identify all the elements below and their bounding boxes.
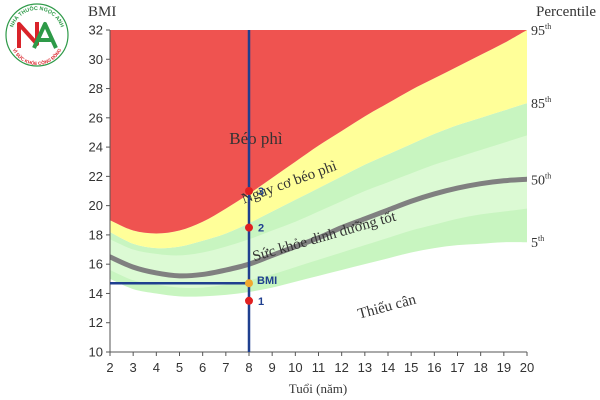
y-tick-label: 16 — [89, 257, 103, 272]
y-tick-label: 20 — [89, 198, 103, 213]
y-tick-label: 18 — [89, 227, 103, 242]
x-tick-label: 16 — [427, 360, 441, 375]
zone-healthy — [110, 103, 527, 297]
x-tick-label: 12 — [334, 360, 348, 375]
percentile-50-line — [110, 176, 527, 279]
bmi-point — [245, 279, 253, 288]
x-tick-label: 9 — [269, 360, 276, 375]
y-tick-label: 24 — [89, 140, 103, 155]
pharmacy-logo: NHÀ THUỐC NGỌC ANH VÌ SỨC KHỎE CỘNG ĐỒNG — [4, 2, 70, 68]
y-tick-label: 22 — [89, 169, 103, 184]
x-tick-label: 8 — [245, 360, 252, 375]
x-tick-label: 18 — [473, 360, 487, 375]
y-tick-label: 14 — [89, 286, 103, 301]
zone-label-obese: Béo phì — [229, 129, 283, 148]
x-tick-label: 19 — [497, 360, 511, 375]
zone-underweight — [110, 242, 527, 352]
x-tick-label: 14 — [381, 360, 395, 375]
percentile-label-95: 95th — [531, 22, 551, 39]
y-tick-label: 32 — [89, 23, 103, 38]
percentile-label-50: 50th — [531, 171, 551, 188]
y-tick-label: 10 — [89, 345, 103, 360]
x-axis-title: Tuổi (năm) — [289, 381, 347, 396]
child-marker: BMI 1 2 3 — [110, 30, 277, 352]
logo-a-mark — [32, 22, 58, 49]
x-tick-label: 7 — [222, 360, 229, 375]
marker-point-3 — [245, 187, 253, 195]
x-tick-label: 3 — [130, 360, 137, 375]
marker-point-2 — [245, 223, 253, 232]
right-axis-title: Percentile — [536, 4, 596, 20]
marker-point-label-3: 3 — [258, 186, 264, 198]
bmi-point-label: BMI — [257, 275, 277, 287]
x-tick-label: 15 — [404, 360, 418, 375]
percentile-label-5: 5th — [531, 234, 544, 251]
x-tick-label: 11 — [312, 360, 326, 375]
x-tick-label: 6 — [199, 360, 206, 375]
y-tick-label: 30 — [89, 52, 103, 67]
percentile-label-85: 85th — [531, 95, 551, 112]
zone-overweight — [110, 30, 527, 249]
zone-obese — [110, 30, 527, 234]
x-tick-label: 10 — [288, 360, 302, 375]
y-tick-label: 28 — [89, 81, 103, 96]
x-tick-label: 20 — [520, 360, 534, 375]
marker-point-label-1: 1 — [258, 296, 264, 308]
marker-point-1 — [245, 296, 253, 305]
x-tick-label: 5 — [176, 360, 183, 375]
percentile-labels: 95th 85th 50th 5th — [531, 22, 551, 251]
percentile-curves — [110, 176, 527, 279]
logo-n-mark — [17, 22, 39, 48]
x-tick-label: 2 — [106, 360, 113, 375]
y-axis-title: BMI — [88, 4, 116, 20]
zone-healthy-inner — [110, 135, 527, 288]
y-tick-label: 12 — [89, 315, 103, 330]
x-tick-label: 13 — [358, 360, 372, 375]
x-tick-label: 17 — [450, 360, 464, 375]
y-tick-label: 26 — [89, 110, 103, 125]
marker-point-label-2: 2 — [258, 223, 264, 235]
x-tick-label: 4 — [153, 360, 160, 375]
percentile-zones — [110, 30, 527, 352]
